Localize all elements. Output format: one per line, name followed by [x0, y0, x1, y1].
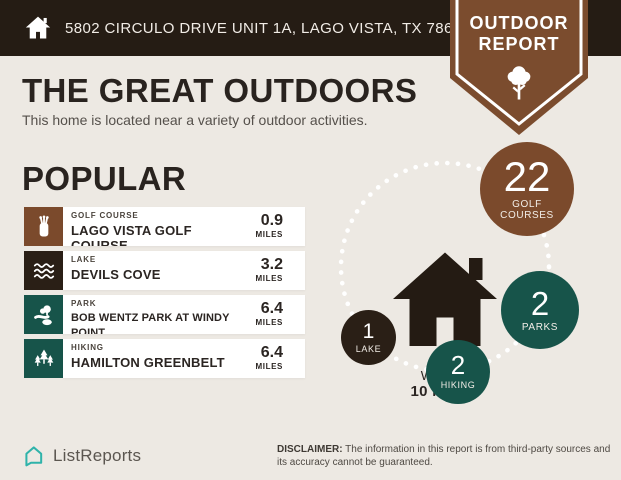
pine-trees-icon [24, 339, 63, 378]
item-name: DEVILS COVE [71, 267, 161, 282]
popular-section-title: POPULAR [22, 160, 187, 197]
bubble-count: 1 [362, 319, 375, 343]
bubble-golf-courses: 22 GOLF COURSES [480, 142, 574, 236]
bubble-lake: 1 LAKE [341, 310, 396, 365]
bubble-label: PARKS [521, 321, 559, 333]
dotted-radius-ring [338, 160, 552, 374]
popular-list: GOLF COURSE LAGO VISTA GOLF COURSE 0.9 M… [24, 207, 305, 383]
item-category: PARK [71, 299, 97, 308]
list-item-lake: LAKE DEVILS COVE 3.2 MILES [24, 251, 305, 290]
disclaimer-text: The information in this report is from t… [277, 444, 611, 468]
disclaimer: DISCLAIMER: The information in this repo… [277, 443, 611, 469]
item-distance: 0.9 MILES [255, 212, 283, 240]
list-item-park: PARK BOB WENTZ PARK AT WINDY POINT 6.4 M… [24, 295, 305, 334]
item-category: LAKE [71, 255, 96, 264]
page-subtitle: This home is located near a variety of o… [22, 112, 368, 128]
item-category: HIKING [71, 343, 104, 352]
bubble-hiking: 2 HIKING [426, 340, 490, 404]
tree-icon [498, 60, 540, 104]
page-title: THE GREAT OUTDOORS [22, 72, 418, 109]
badge-title: OUTDOOR REPORT [469, 13, 569, 54]
home-icon [24, 14, 52, 42]
bubble-label: GOLF COURSES [500, 199, 554, 221]
list-item-hiking: HIKING HAMILTON GREENBELT 6.4 MILES [24, 339, 305, 378]
bubble-label: LAKE [355, 343, 382, 354]
bubble-parks: 2 PARKS [501, 271, 579, 349]
park-tree-path-icon [24, 295, 63, 334]
item-distance: 3.2 MILES [255, 256, 283, 284]
golf-bag-icon [24, 207, 63, 246]
item-name: BOB WENTZ PARK AT WINDY POINT [71, 312, 230, 334]
outdoor-report-badge: OUTDOOR REPORT [450, 0, 588, 136]
bubble-count: 2 [530, 284, 550, 322]
listreports-logo: ListReports [22, 444, 141, 467]
item-name: HAMILTON GREENBELT [71, 355, 225, 370]
list-item-golf-course: GOLF COURSE LAGO VISTA GOLF COURSE 0.9 M… [24, 207, 305, 246]
item-name: LAGO VISTA GOLF COURSE [71, 223, 192, 246]
home-icon [385, 252, 505, 365]
bubble-label: HIKING [440, 380, 476, 390]
lake-waves-icon [24, 251, 63, 290]
property-address: 5802 CIRCULO DRIVE UNIT 1A, LAGO VISTA, … [65, 19, 471, 37]
bubble-count: 2 [450, 350, 466, 380]
item-category: GOLF COURSE [71, 211, 139, 220]
item-distance: 6.4 MILES [255, 300, 283, 328]
item-distance: 6.4 MILES [255, 344, 283, 372]
brand-name: ListReports [53, 445, 142, 465]
disclaimer-label: DISCLAIMER: [277, 444, 343, 455]
bubble-count: 22 [503, 153, 551, 200]
listreports-house-icon [22, 444, 45, 467]
